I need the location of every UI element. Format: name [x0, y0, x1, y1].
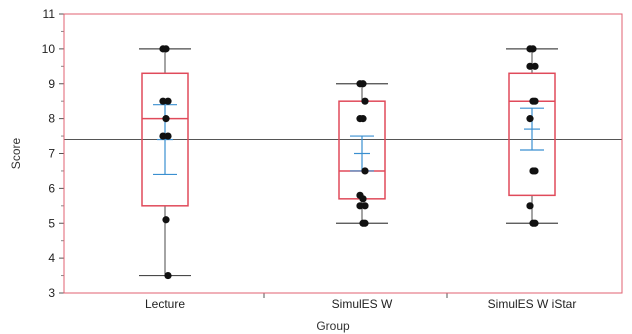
group-1-point-2 [361, 97, 369, 105]
group-2-point-5 [531, 97, 539, 105]
group-0-point-4 [162, 115, 170, 123]
group-1-point-8 [361, 202, 369, 210]
y-tick-label-5: 5 [48, 216, 55, 230]
group-2-point-6 [526, 115, 534, 123]
group-1-point-9 [356, 202, 364, 210]
group-2-point-9 [526, 202, 534, 210]
group-1-point-11 [361, 219, 369, 227]
group-2-box [508, 72, 556, 197]
y-tick-label-3: 3 [48, 286, 55, 300]
box-layer [139, 48, 558, 277]
x-tick-label-0: Lecture [145, 297, 185, 311]
x-tick-label-2: SimulES W iStar [488, 297, 577, 311]
point-layer [159, 45, 539, 280]
y-tick-label-6: 6 [48, 181, 55, 195]
y-tick-label-9: 9 [48, 77, 55, 91]
group-0-point-1 [162, 45, 170, 53]
x-tick-label-1: SimulES W [332, 297, 393, 311]
x-axis-title: Group [316, 319, 350, 333]
plot-frame [63, 13, 623, 294]
group-2-point-11 [531, 219, 539, 227]
y-tick-label-4: 4 [48, 251, 55, 265]
group-1-point-4 [359, 115, 367, 123]
group-1-point-5 [361, 167, 369, 175]
group-0-point-2 [164, 97, 172, 105]
y-tick-label-8: 8 [48, 112, 55, 126]
group-2-point-1 [529, 45, 537, 53]
group-1-point-1 [359, 80, 367, 88]
y-tick-label-10: 10 [42, 42, 56, 56]
axis-layer: 3 4 5 6 7 8 9 10 11 Lecture SimulES W SimulES W iSt… [42, 7, 577, 311]
group-2-point-3 [526, 62, 534, 70]
group-0-point-5 [164, 132, 172, 140]
group-0-point-7 [162, 216, 170, 224]
y-axis-title: Score [9, 138, 23, 170]
group-1-point-7 [359, 195, 367, 203]
y-tick-label-11: 11 [43, 7, 56, 21]
group-0-point-6 [159, 132, 167, 140]
group-0-box [141, 72, 189, 207]
group-2-point-8 [531, 167, 539, 175]
group-2-point-2 [531, 62, 539, 70]
y-tick-label-7: 7 [48, 147, 55, 161]
group-0-point-3 [159, 97, 167, 105]
group-0-point-8 [164, 271, 172, 280]
